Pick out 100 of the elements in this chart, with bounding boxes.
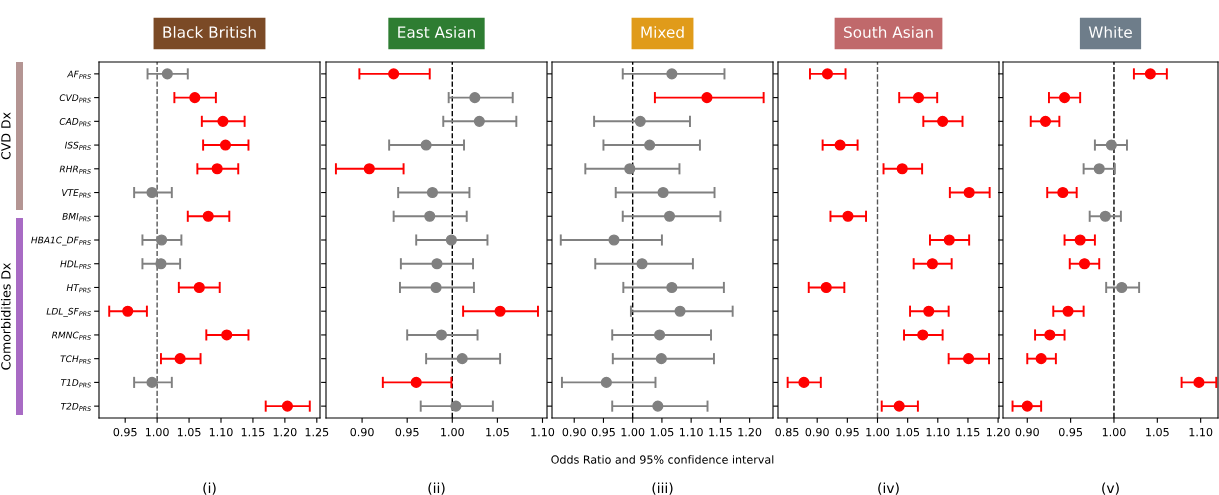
point [654, 329, 666, 341]
point [146, 186, 158, 199]
chart-title: East Asian [398, 26, 475, 38]
point [456, 353, 468, 365]
point [912, 92, 925, 104]
x-tick-label: 0.95 [1058, 427, 1083, 437]
y-tick-label: T1D$_{PRS}$ [60, 379, 91, 388]
point [962, 353, 975, 365]
point [473, 115, 485, 127]
point [1058, 92, 1071, 104]
point [155, 258, 167, 270]
x-tick-label: 1.05 [177, 427, 201, 437]
text: (iii) [652, 482, 673, 495]
point [896, 163, 908, 175]
x-tick-label: 1.05 [896, 427, 920, 437]
text: CVD Dx [1, 112, 11, 160]
point [122, 305, 134, 317]
point [420, 139, 432, 151]
point [1078, 258, 1091, 270]
x-tick-label: 1.00 [1102, 427, 1126, 437]
x-tick-label: 1.00 [866, 427, 890, 437]
point [469, 92, 481, 104]
point [219, 139, 232, 151]
point [388, 68, 400, 80]
x-tick-label: 1.20 [986, 427, 1010, 437]
point [363, 163, 375, 175]
point [917, 329, 929, 341]
point [666, 68, 678, 80]
chart-title: White [1088, 26, 1132, 38]
x-tick-label: 1.15 [709, 428, 732, 437]
point [430, 281, 442, 294]
point [1105, 139, 1117, 151]
point [657, 186, 669, 199]
point [636, 258, 648, 270]
text: (iv) [878, 482, 899, 495]
point [600, 376, 612, 388]
y-tick-label: VTE$_{PRS}$ [62, 189, 91, 198]
point [445, 234, 457, 246]
y-tick-label: HT$_{PRS}$ [66, 284, 91, 293]
x-tick-label: 1.00 [621, 427, 645, 437]
text: Comorbidities Dx [0, 263, 11, 370]
point [821, 68, 834, 80]
point [494, 305, 506, 317]
point [1074, 234, 1086, 246]
y-tick-label: CAD$_{PRS}$ [59, 117, 91, 127]
point [161, 68, 173, 80]
x-tick-label: 0.90 [805, 427, 829, 437]
point [608, 234, 620, 246]
text: (ii) [428, 482, 445, 495]
y-tick-label: TCH$_{PRS}$ [60, 355, 91, 364]
x-tick-label: 1.10 [680, 427, 703, 437]
x-tick-label: 1.10 [1189, 427, 1213, 437]
point [834, 139, 846, 151]
x-tick-label: 1.15 [956, 428, 980, 437]
x-axis-title: Odds Ratio and 95% confidence interval [551, 455, 774, 464]
point [634, 115, 646, 127]
x-tick-label: 1.20 [273, 427, 297, 437]
x-tick-label: 1.05 [486, 427, 509, 437]
y-tick-label: HBA1C_DF$_{PRS}$ [31, 236, 91, 246]
chart-title: South Asian [844, 26, 933, 38]
point [820, 281, 832, 294]
point [923, 305, 935, 317]
x-tick-label: 1.05 [650, 427, 674, 437]
point [424, 210, 436, 222]
x-tick-label: 1.25 [305, 427, 329, 437]
y-tick-label: BMI$_{PRS}$ [62, 213, 91, 222]
text: (i) [203, 482, 216, 495]
point [842, 210, 854, 222]
point [211, 163, 223, 175]
point [655, 353, 667, 365]
point [431, 258, 443, 270]
point [1021, 400, 1033, 412]
point [435, 329, 448, 341]
y-tick-label: RMNC$_{PRS}$ [51, 331, 91, 340]
point [926, 258, 938, 270]
point [663, 210, 676, 222]
point [410, 376, 422, 388]
point [193, 281, 205, 294]
point [281, 400, 293, 412]
x-tick-label: 0.95 [395, 427, 419, 437]
y-tick-label: RHR$_{PRS}$ [59, 165, 91, 174]
x-tick-label: 1.05 [1146, 427, 1169, 437]
point [217, 115, 229, 127]
point [189, 92, 201, 104]
point [426, 186, 438, 199]
point [1057, 186, 1069, 199]
point [202, 210, 214, 222]
point [1193, 376, 1205, 388]
point [798, 376, 810, 388]
point [221, 329, 233, 341]
point [652, 400, 664, 412]
point [666, 281, 678, 294]
chart-title: Black British [163, 26, 256, 38]
point [893, 400, 905, 412]
point [1062, 305, 1074, 317]
x-tick-label: 1.15 [241, 428, 265, 437]
x-tick-label: 0.90 [350, 427, 374, 437]
x-tick-label: 0.95 [113, 427, 137, 437]
y-tick-label: ISS$_{PRS}$ [64, 141, 91, 150]
x-tick-label: 1.00 [145, 427, 169, 437]
